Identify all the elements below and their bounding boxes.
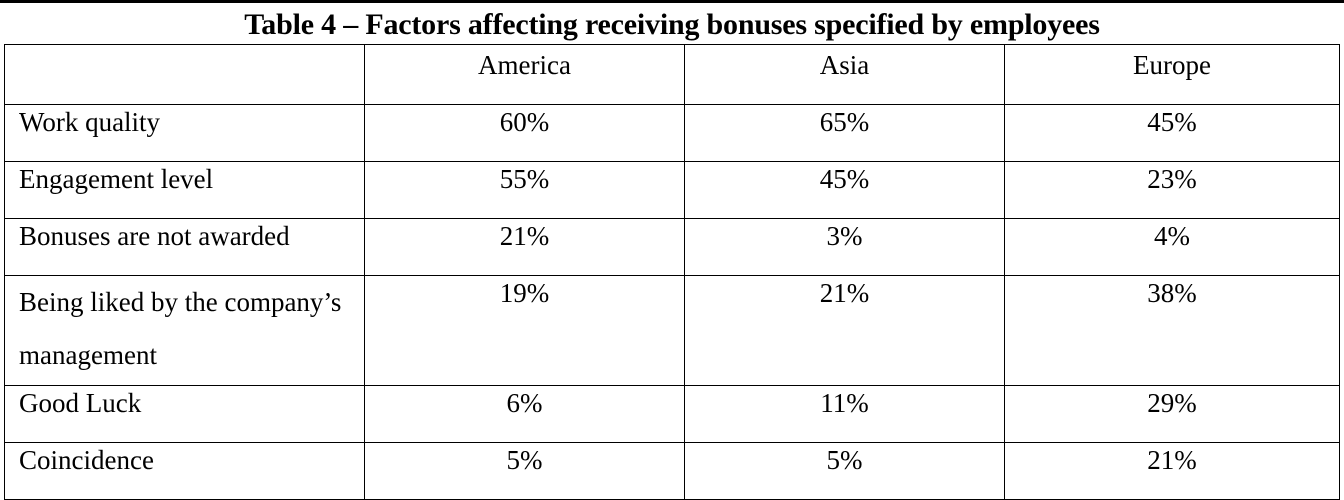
table-row: Coincidence 5% 5% 21%	[4, 442, 1340, 500]
cell-asia: 5%	[684, 442, 1005, 500]
cell-asia: 45%	[684, 161, 1005, 219]
cell-europe: 21%	[1004, 442, 1340, 500]
cell-america: 21%	[364, 218, 685, 276]
row-label: Being liked by the company’s management	[4, 275, 365, 386]
cell-europe: 23%	[1004, 161, 1340, 219]
column-header-america: America	[364, 44, 685, 105]
cell-asia: 21%	[684, 275, 1005, 386]
table-row: Work quality 60% 65% 45%	[4, 104, 1340, 162]
cell-europe: 29%	[1004, 385, 1340, 443]
table-header-row: America Asia Europe	[4, 44, 1340, 105]
cell-europe: 38%	[1004, 275, 1340, 386]
column-header-asia: Asia	[684, 44, 1005, 105]
row-label: Bonuses are not awarded	[4, 218, 365, 276]
cell-asia: 65%	[684, 104, 1005, 162]
cell-asia: 3%	[684, 218, 1005, 276]
table-caption: Table 4 – Factors affecting receiving bo…	[244, 8, 1100, 41]
cell-america: 60%	[364, 104, 685, 162]
cell-asia: 11%	[684, 385, 1005, 443]
table-row: Good Luck 6% 11% 29%	[4, 385, 1340, 443]
cell-america: 6%	[364, 385, 685, 443]
top-rule	[0, 0, 1344, 3]
cell-europe: 45%	[1004, 104, 1340, 162]
row-label: Engagement level	[4, 161, 365, 219]
cell-america: 55%	[364, 161, 685, 219]
table-row: Being liked by the company’s management …	[4, 275, 1340, 386]
column-header-europe: Europe	[1004, 44, 1340, 105]
cell-america: 19%	[364, 275, 685, 386]
row-label: Work quality	[4, 104, 365, 162]
table-row: Engagement level 55% 45% 23%	[4, 161, 1340, 219]
column-header-blank	[4, 44, 365, 105]
cell-america: 5%	[364, 442, 685, 500]
bonus-factors-table: America Asia Europe Work quality 60% 65%…	[4, 44, 1340, 500]
cell-europe: 4%	[1004, 218, 1340, 276]
row-label: Good Luck	[4, 385, 365, 443]
row-label: Coincidence	[4, 442, 365, 500]
table-row: Bonuses are not awarded 21% 3% 4%	[4, 218, 1340, 276]
